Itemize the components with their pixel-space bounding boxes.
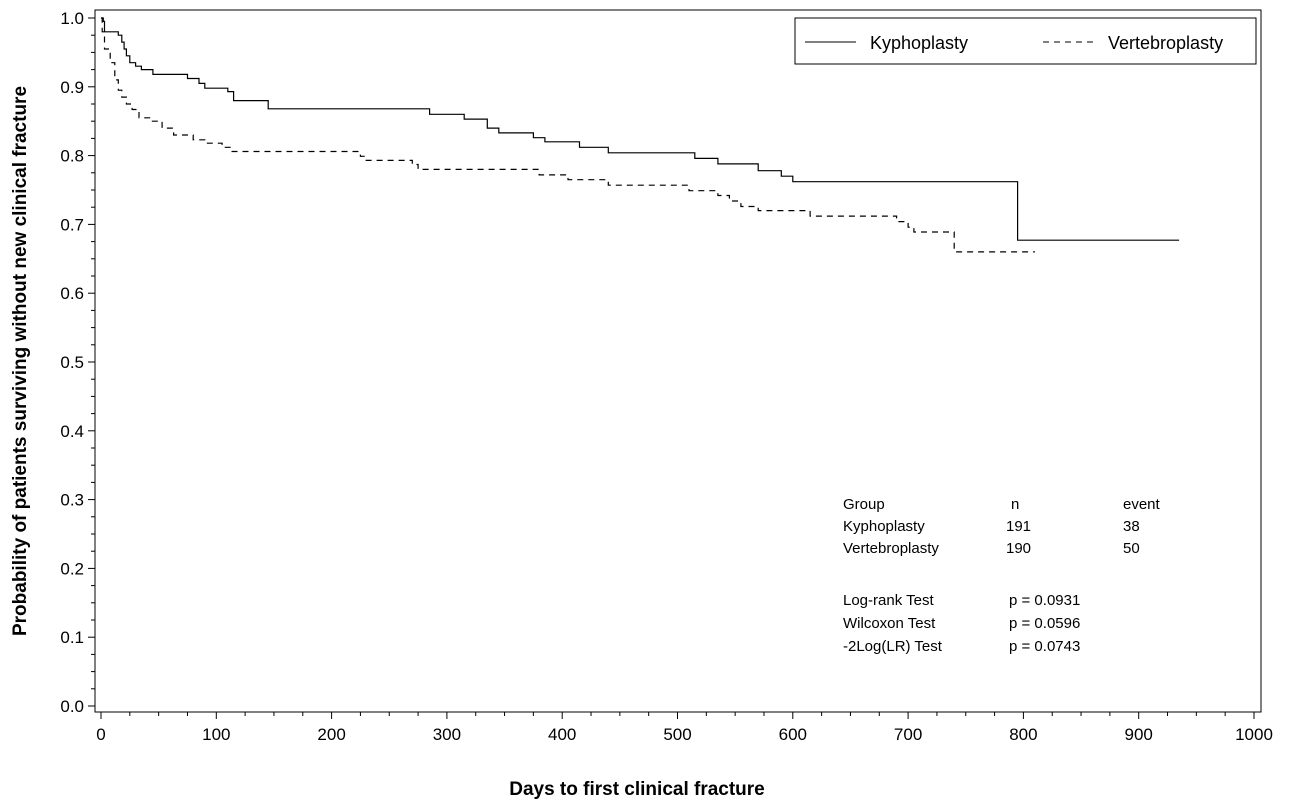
y-axis: 0.0 0.1 0.2 0.3 0.4 0.5 0.6 0.7 0.8 0.9 1.0 [60, 9, 95, 716]
stats-test-name: Log-rank Test [843, 592, 934, 609]
plot-area [94, 9, 1262, 713]
x-tick-label: 500 [663, 725, 691, 744]
y-tick-label: 0.8 [60, 147, 84, 166]
x-axis: 0 100 200 300 400 500 600 700 800 900 1000 [96, 712, 1273, 744]
x-tick-label: 800 [1009, 725, 1037, 744]
stats-test-p: p = 0.0596 [1009, 615, 1080, 632]
y-tick-label: 1.0 [60, 9, 84, 28]
x-axis-title: Days to first clinical fracture [509, 779, 765, 800]
x-tick-label: 200 [317, 725, 345, 744]
stats-row-event: 50 [1123, 540, 1140, 557]
stats-header-event: event [1123, 496, 1161, 513]
legend-label-kyphoplasty: Kyphoplasty [870, 33, 968, 53]
x-tick-label: 600 [779, 725, 807, 744]
y-tick-label: 0.6 [60, 284, 84, 303]
x-tick-label: 0 [96, 725, 105, 744]
stats-row-group: Kyphoplasty [843, 518, 925, 535]
y-tick-label: 0.1 [60, 628, 84, 647]
stats-row-n: 191 [1006, 518, 1031, 535]
stats-test-name: -2Log(LR) Test [843, 638, 943, 655]
stats-row-group: Vertebroplasty [843, 540, 939, 557]
legend-box [794, 17, 1257, 65]
stats-test-p: p = 0.0931 [1009, 592, 1080, 609]
stats-table: Group n event Kyphoplasty 191 38 Vertebr… [843, 496, 1161, 655]
x-tick-label: 100 [202, 725, 230, 744]
stats-header-n: n [1011, 496, 1019, 513]
y-tick-label: 0.2 [60, 559, 84, 578]
y-tick-label: 0.5 [60, 353, 84, 372]
stats-header-group: Group [843, 496, 885, 513]
x-tick-label: 1000 [1235, 725, 1273, 744]
y-tick-label: 0.0 [60, 697, 84, 716]
y-tick-label: 0.4 [60, 422, 84, 441]
x-tick-label: 700 [894, 725, 922, 744]
series-kyphoplasty-curve [101, 17, 1180, 241]
y-axis-title: Probability of patients surviving withou… [10, 86, 31, 636]
y-tick-label: 0.7 [60, 215, 84, 234]
y-tick-label: 0.9 [60, 78, 84, 97]
series-layer [101, 17, 1180, 253]
x-tick-label: 300 [433, 725, 461, 744]
x-tick-label: 900 [1125, 725, 1153, 744]
stats-test-name: Wilcoxon Test [843, 615, 936, 632]
y-tick-label: 0.3 [60, 491, 84, 510]
legend-label-vertebroplasty: Vertebroplasty [1108, 33, 1223, 53]
series-vertebroplasty-curve [101, 17, 1035, 253]
stats-row-event: 38 [1123, 518, 1140, 535]
legend: Kyphoplasty Vertebroplasty [794, 17, 1257, 65]
stats-row-n: 190 [1006, 540, 1031, 557]
stats-test-p: p = 0.0743 [1009, 638, 1080, 655]
x-tick-label: 400 [548, 725, 576, 744]
